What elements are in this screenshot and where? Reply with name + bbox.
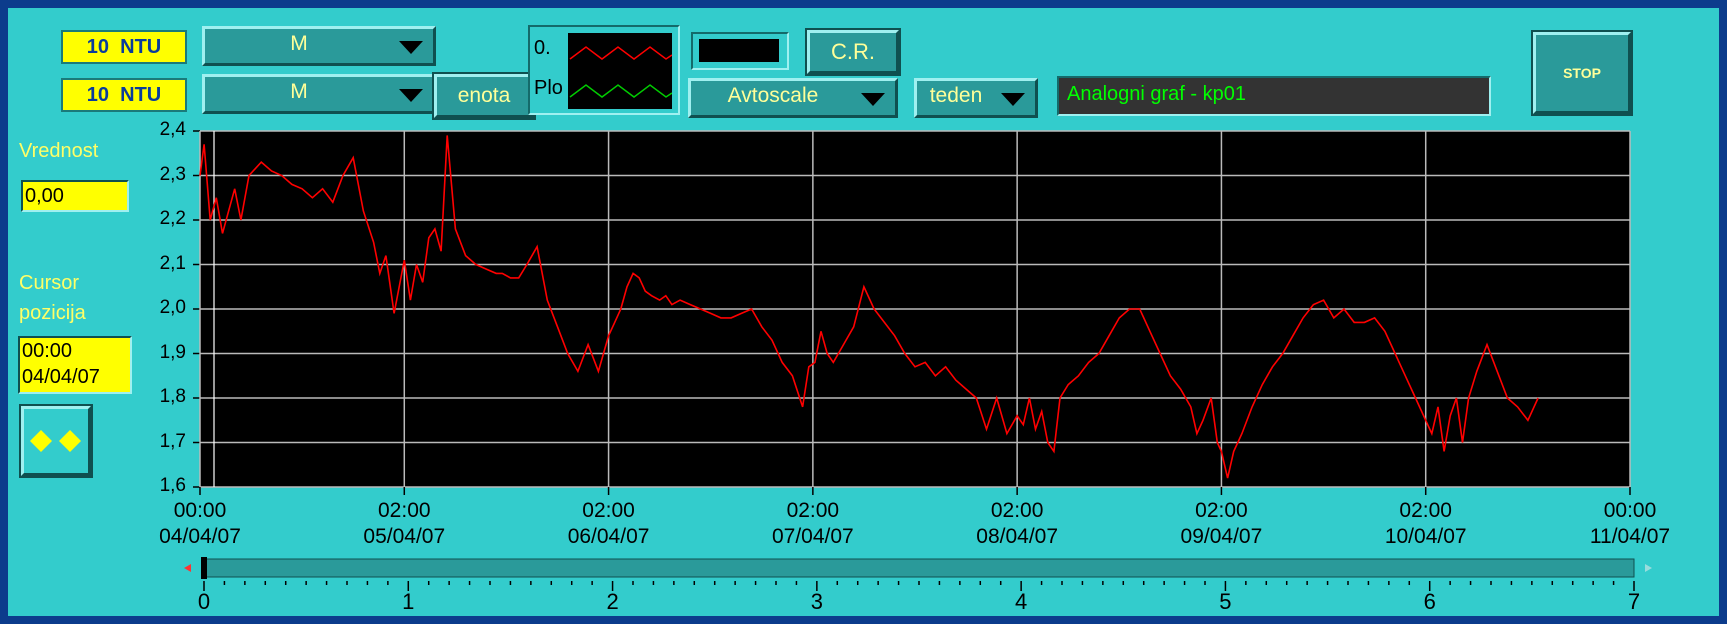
y-tick-label: 2,1 [159, 252, 186, 274]
chevron-down-icon [399, 41, 423, 54]
x-tick-time: 02:00 [786, 499, 840, 522]
unit-label: NTU [120, 36, 162, 58]
diamond-pair-icon [30, 430, 81, 452]
value-display: 0,00 [21, 180, 129, 212]
color-indicator[interactable] [691, 32, 789, 70]
mode-select-value: M [290, 80, 308, 103]
cr-button-label: C.R. [831, 39, 875, 64]
x-tick-label: 02:00 09/04/07 [1161, 498, 1281, 550]
y-tick-label: 2,4 [159, 119, 186, 140]
unit-value: 10 [86, 36, 109, 58]
unit-indicator-1: 10 NTU [61, 30, 187, 64]
cursor-label-line1: Cursor [19, 272, 80, 294]
x-tick-date: 06/04/07 [567, 525, 650, 548]
x-tick-date: 05/04/07 [363, 525, 446, 548]
cursor-position-display: 00:00 04/04/07 [18, 336, 132, 394]
x-tick-time: 02:00 [990, 499, 1044, 522]
mode-select-value: M [290, 32, 308, 55]
slider-tick-label: 1 [402, 589, 415, 614]
slider-thumb[interactable] [201, 557, 207, 579]
mode-select-1[interactable]: M [202, 26, 436, 66]
y-tick-label: 2,2 [159, 208, 186, 229]
x-tick-label: 00:00 04/04/07 [140, 498, 260, 550]
x-tick-date: 09/04/07 [1180, 525, 1263, 548]
y-tick-label: 2,0 [159, 297, 186, 318]
x-tick-time: 02:00 [582, 499, 635, 522]
y-tick-label: 1,7 [159, 430, 186, 452]
unit-indicator-2: 10 NTU [61, 78, 187, 112]
slider-tick-label: 0 [197, 589, 211, 614]
x-tick-time: 02:00 [1195, 499, 1248, 522]
slider-right-arrow-icon[interactable] [1645, 564, 1652, 572]
period-select[interactable]: teden [914, 78, 1038, 118]
color-swatch [699, 39, 779, 62]
cursor-time: 00:00 [22, 340, 73, 362]
x-tick-label: 02:00 06/04/07 [549, 498, 669, 550]
x-tick-date: 07/04/07 [771, 525, 854, 548]
y-tick-label: 2,3 [159, 163, 186, 185]
x-tick-time: 00:00 [1603, 499, 1657, 522]
slider-tick-label: 2 [606, 589, 619, 614]
enota-button-label: enota [457, 84, 511, 107]
mode-select-2[interactable]: M [202, 74, 436, 114]
x-tick-label: 02:00 08/04/07 [957, 498, 1077, 550]
graph-title-text: Analogni graf - kp01 [1067, 83, 1247, 105]
time-slider[interactable] [178, 545, 1658, 600]
plot-legend[interactable]: 0. Plo [528, 25, 680, 115]
slider-tick-label: 4 [1015, 589, 1028, 614]
chevron-down-icon [1001, 93, 1025, 106]
y-tick-label: 1,8 [159, 386, 186, 407]
slider-track[interactable] [203, 558, 1635, 578]
x-tick-time: 02:00 [1399, 499, 1452, 522]
slider-left-arrow-icon[interactable] [184, 564, 191, 572]
x-tick-date: 04/04/07 [159, 525, 241, 548]
x-tick-label: 02:00 10/04/07 [1366, 498, 1486, 550]
cr-button[interactable]: C.R. [805, 28, 901, 76]
legend-label-1: 0. [534, 37, 551, 59]
x-tick-time: 02:00 [378, 499, 431, 522]
stop-button-label: STOP [1563, 65, 1601, 81]
trend-chart[interactable] [190, 123, 1638, 497]
period-select-value: teden [929, 84, 983, 107]
x-tick-label: 00:00 11/04/07 [1570, 498, 1690, 550]
legend-label-2: Plo [534, 77, 563, 99]
y-tick-label: 1,9 [159, 341, 186, 363]
graph-title-field[interactable]: Analogni graf - kp01 [1057, 76, 1491, 116]
unit-label: NTU [120, 84, 162, 106]
y-tick-label: 1,6 [159, 475, 186, 496]
x-tick-label: 02:00 05/04/07 [344, 498, 464, 550]
scale-select-value: Avtoscale [727, 84, 819, 107]
chevron-down-icon [399, 89, 423, 102]
x-tick-date: 08/04/07 [976, 525, 1059, 548]
unit-value: 10 [86, 84, 109, 106]
stop-button[interactable]: STOP [1531, 30, 1633, 116]
legend-swatch [568, 33, 672, 109]
x-tick-date: 10/04/07 [1384, 525, 1467, 548]
x-tick-label: 02:00 07/04/07 [753, 498, 873, 550]
series-line [199, 135, 1539, 479]
slider-tick-label: 7 [1627, 589, 1641, 614]
x-tick-time: 00:00 [173, 499, 227, 522]
enota-button[interactable]: enota [432, 72, 536, 120]
x-tick-date: 11/04/07 [1589, 525, 1671, 548]
slider-tick-label: 3 [810, 589, 823, 614]
cursor-date: 04/04/07 [22, 366, 100, 388]
scale-select[interactable]: Avtoscale [688, 78, 898, 118]
front-panel: 10 NTU 10 NTU M M enota 0. Plo C.R. Avto… [8, 8, 1719, 616]
chevron-down-icon [861, 93, 885, 106]
slider-tick-label: 6 [1423, 589, 1436, 614]
cursor-move-button[interactable] [19, 404, 93, 478]
cursor-label-line2: pozicija [19, 302, 86, 324]
value-label: Vrednost [19, 140, 99, 162]
slider-tick-label: 5 [1219, 589, 1232, 614]
